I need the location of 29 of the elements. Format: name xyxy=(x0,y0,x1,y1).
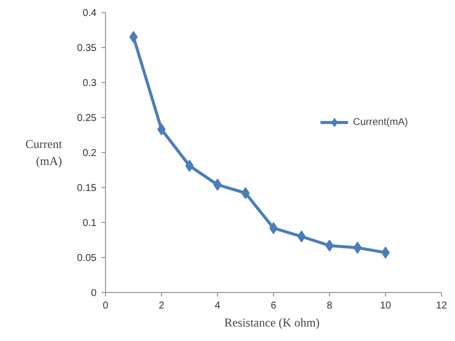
y-tick-label: 0.05 xyxy=(77,253,97,264)
x-axis-title: Resistance (K ohm) xyxy=(224,316,320,330)
point xyxy=(241,187,250,200)
y-tick-label: 0.35 xyxy=(77,43,97,54)
point xyxy=(269,222,278,234)
y-tick-label: 0.25 xyxy=(77,113,97,124)
y-tick-label: 0.15 xyxy=(77,183,97,194)
y-tick-label: 0.3 xyxy=(82,78,97,89)
y-axis-title: Current (mA) xyxy=(25,137,63,168)
y-tick-label: 0.2 xyxy=(82,148,97,159)
point xyxy=(353,242,362,254)
point xyxy=(381,246,390,259)
x-tick-label: 8 xyxy=(326,300,333,312)
x-tick-label: 10 xyxy=(380,300,392,312)
x-tick-label: 0 xyxy=(102,300,109,312)
y-tick-label: 0.4 xyxy=(82,8,97,19)
point xyxy=(297,230,306,242)
legend-label: Current(mA) xyxy=(353,116,408,128)
point xyxy=(185,160,194,172)
point xyxy=(325,240,334,252)
point xyxy=(129,31,138,43)
x-tick-label: 12 xyxy=(436,300,448,312)
x-tick-label: 6 xyxy=(270,300,277,312)
point xyxy=(213,178,222,191)
x-tick-label: 2 xyxy=(158,300,165,312)
point xyxy=(157,123,166,136)
y-tick-label: 0.1 xyxy=(82,218,97,229)
y-tick-label: 0 xyxy=(90,288,97,299)
x-tick-label: 4 xyxy=(214,300,221,312)
